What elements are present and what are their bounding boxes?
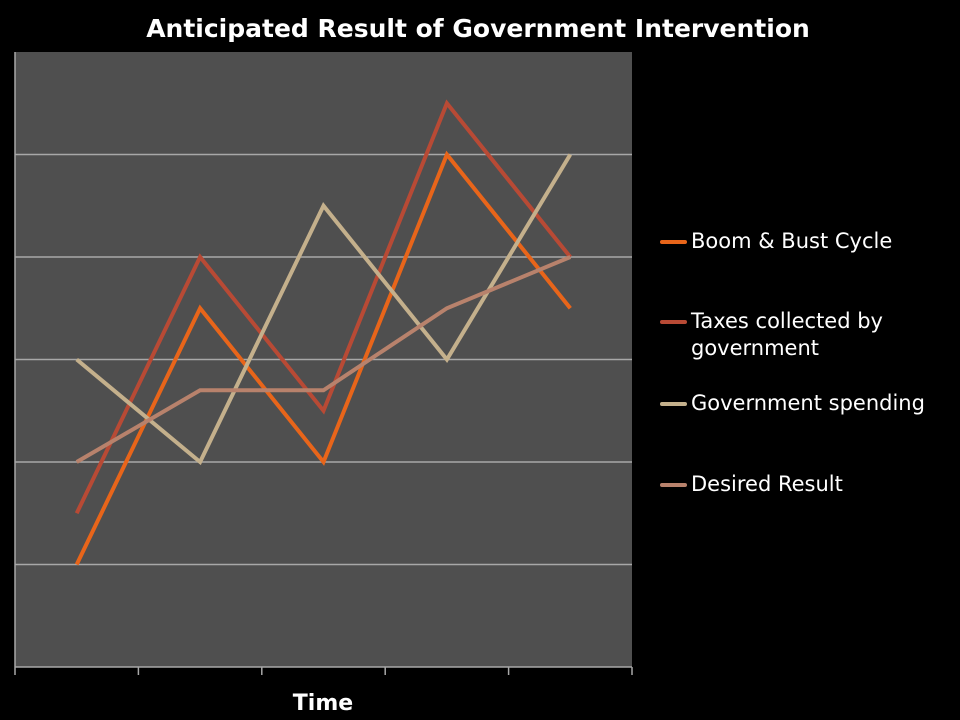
legend-swatch bbox=[660, 483, 687, 487]
legend-entry: Desired Result bbox=[660, 471, 950, 498]
legend-swatch bbox=[660, 320, 687, 324]
legend-entry: Taxes collected by government bbox=[660, 308, 950, 362]
legend-entry: Boom & Bust Cycle bbox=[660, 228, 950, 255]
chart-title: Anticipated Result of Government Interve… bbox=[146, 14, 810, 43]
legend-label: Government spending bbox=[691, 391, 925, 415]
legend-label: Desired Result bbox=[691, 472, 843, 496]
legend-swatch bbox=[660, 240, 687, 244]
legend-label: Taxes collected by government bbox=[691, 309, 883, 360]
series-line bbox=[74, 99, 572, 515]
legend-label: Boom & Bust Cycle bbox=[691, 229, 893, 253]
legend-entry: Government spending bbox=[660, 390, 950, 417]
x-axis-label: Time bbox=[293, 691, 353, 716]
series-line bbox=[74, 150, 572, 566]
legend-swatch bbox=[660, 402, 687, 406]
series-line bbox=[75, 255, 572, 464]
